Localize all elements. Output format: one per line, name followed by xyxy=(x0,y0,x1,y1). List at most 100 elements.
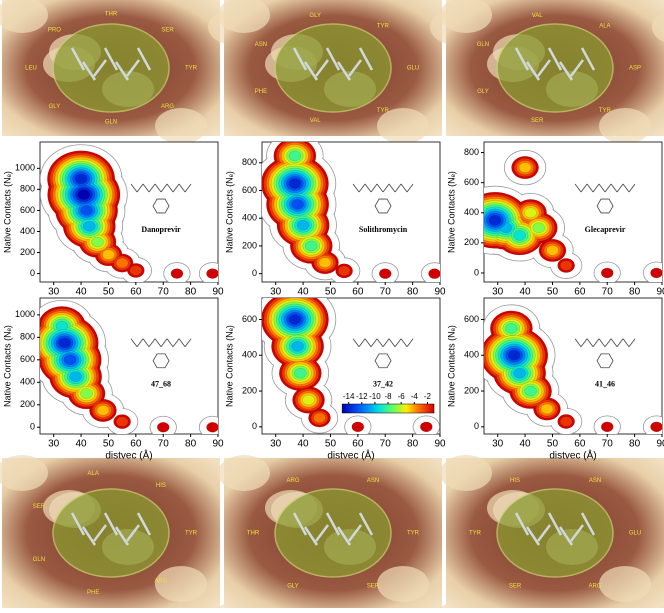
x-tick-label: 70 xyxy=(158,439,170,450)
colorbar-tick-label: -14 xyxy=(343,392,355,401)
y-tick-label: 600 xyxy=(20,354,35,364)
residue-label: GLN xyxy=(477,42,489,48)
residue-label: PHE xyxy=(87,590,99,596)
molecule-bond xyxy=(358,338,366,348)
x-tick-label: 50 xyxy=(325,287,337,298)
density-level xyxy=(488,215,502,226)
ligand-bond xyxy=(93,59,107,77)
residue-label: ARG xyxy=(588,583,601,589)
density-level xyxy=(294,367,307,379)
ligand-bond xyxy=(580,512,596,536)
density xyxy=(262,298,440,434)
residue-label: HIS xyxy=(156,483,166,489)
density xyxy=(40,300,218,434)
surface-patch xyxy=(0,0,48,33)
density-level xyxy=(513,230,526,241)
ligand-bond xyxy=(325,47,341,71)
x-tick-label: 90 xyxy=(656,439,664,450)
y-tick-label: 400 xyxy=(464,350,479,360)
x-tick-label: 50 xyxy=(103,439,115,450)
x-tick-label: 40 xyxy=(76,287,88,298)
residue-label: SER xyxy=(367,583,380,589)
y-tick-label: 0 xyxy=(474,267,479,277)
x-tick-label: 70 xyxy=(602,287,614,298)
ligand-bond xyxy=(358,47,374,71)
residue-label: TYR xyxy=(185,531,198,537)
molecule-bond xyxy=(142,183,150,193)
density-level xyxy=(288,314,302,325)
density-level xyxy=(524,385,537,397)
molecule-bond xyxy=(394,338,402,348)
density-level xyxy=(206,268,218,279)
residue-label: VAL xyxy=(310,118,322,124)
x-tick-label: 50 xyxy=(547,439,559,450)
molecule-bond xyxy=(406,338,414,348)
ligand-envelope xyxy=(274,23,392,113)
molecule-bond xyxy=(592,338,600,348)
y-axis-label: Native Contacts (Nₑ) xyxy=(446,325,456,407)
residue-label: VAL xyxy=(532,13,544,19)
molecule-bond xyxy=(148,183,156,193)
density-level xyxy=(513,367,526,379)
molecule-bond xyxy=(154,338,162,348)
x-tick-label: 40 xyxy=(298,439,310,450)
residue-label: GLU xyxy=(629,531,641,537)
residue-label: HIS xyxy=(510,478,520,484)
y-axis-label: Native Contacts (Nₑ) xyxy=(446,171,456,253)
molecule-bond xyxy=(166,183,174,193)
residue-label: ARG xyxy=(286,478,299,484)
y-tick-label: 200 xyxy=(242,385,257,395)
molecule-ring xyxy=(374,198,392,214)
density-level xyxy=(318,257,332,268)
molecule-bond xyxy=(574,338,582,348)
residue-label: ARG xyxy=(161,104,174,110)
y-axis-label: Native Contacts (Nₑ) xyxy=(2,325,12,407)
ligand-bond xyxy=(93,524,107,542)
molecule-bond xyxy=(400,338,408,348)
ligand-bond xyxy=(537,59,551,77)
x-tick-label: 60 xyxy=(574,287,586,298)
x-tick-label: 40 xyxy=(298,287,310,298)
x-tick-label: 90 xyxy=(656,287,664,298)
y-axis-label: Native Contacts (Nₑ) xyxy=(224,171,234,253)
molecule-bond xyxy=(598,183,606,193)
colorbar xyxy=(341,403,435,414)
molecule-bond xyxy=(160,183,168,193)
colorbar-tick-label: -6 xyxy=(398,392,406,401)
y-tick-label: 0 xyxy=(30,268,35,278)
density-level xyxy=(540,403,554,415)
y-tick-label: 200 xyxy=(242,240,257,250)
residue-label: ARG xyxy=(154,578,167,584)
surface-patch xyxy=(377,108,429,144)
residue-label: ALA xyxy=(88,471,99,477)
molecule-bond xyxy=(574,183,582,193)
y-tick-label: 400 xyxy=(20,377,35,387)
x-tick-label: 70 xyxy=(158,287,170,298)
density-level xyxy=(80,205,93,216)
surface-patch xyxy=(652,11,664,43)
ligand-bond xyxy=(303,526,319,546)
x-tick-label: 70 xyxy=(380,287,392,298)
y-tick-label: 400 xyxy=(242,213,257,223)
ligand-bond xyxy=(336,61,352,81)
density-level xyxy=(296,219,310,231)
contour-chart: 30 40 50 60 70 80 90 0 200 400 600 800 Native Contac… xyxy=(446,141,664,298)
molecule-bond xyxy=(358,183,366,193)
residue-label: THR xyxy=(247,531,260,537)
density-level xyxy=(518,162,532,173)
surface-patch xyxy=(218,455,270,491)
y-tick-label: 0 xyxy=(30,422,35,432)
residue-label: GLY xyxy=(287,583,299,589)
molecule-bond xyxy=(598,338,606,348)
ligand-bond xyxy=(336,526,352,546)
surface-image: TYR ARG PHE GLN SER ALA HIS xyxy=(0,455,258,613)
residue-label: SER xyxy=(509,583,522,589)
density-level xyxy=(420,421,433,433)
residue-label: TYR xyxy=(599,108,612,114)
density-level xyxy=(129,265,143,276)
surface-patch xyxy=(440,455,492,491)
y-tick-label: 200 xyxy=(20,247,35,257)
colorbar-tick-label: -10 xyxy=(369,392,381,401)
density-level xyxy=(532,222,545,234)
x-tick-label: 40 xyxy=(520,287,532,298)
